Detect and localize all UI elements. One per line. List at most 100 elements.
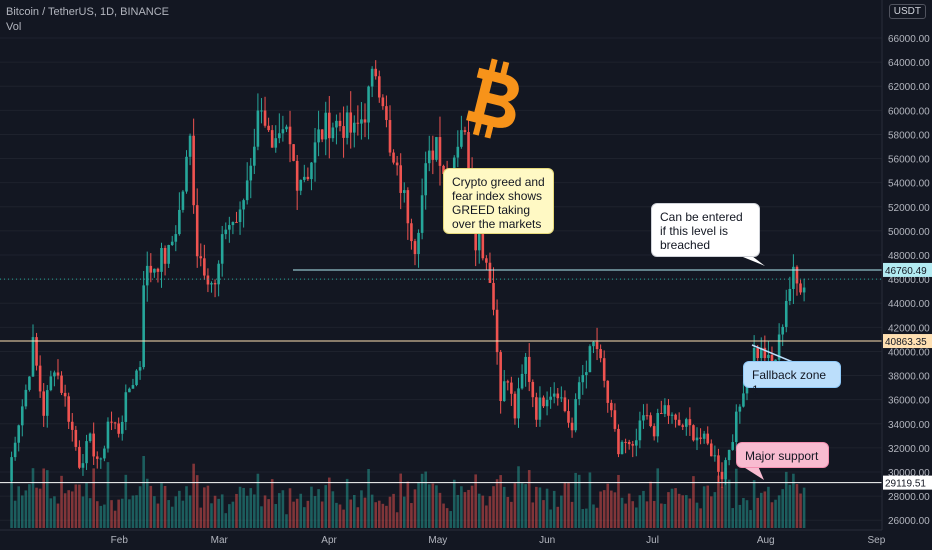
volume-bar	[381, 503, 385, 528]
volume-bar	[210, 503, 213, 528]
candle-body	[481, 231, 485, 259]
candle-body	[681, 425, 685, 427]
volume-bar	[253, 494, 256, 528]
candle	[695, 427, 699, 451]
candle-body	[477, 231, 481, 251]
candle-body	[652, 426, 656, 437]
candle	[567, 399, 570, 428]
candle-body	[727, 449, 731, 461]
candle-body	[513, 393, 517, 419]
candle	[320, 129, 324, 143]
candle	[527, 343, 531, 392]
candle	[145, 251, 149, 302]
volume-bar	[292, 501, 295, 528]
candle-body	[756, 348, 759, 359]
candle	[63, 384, 67, 407]
candle-body	[417, 232, 420, 255]
candle-body	[70, 421, 74, 430]
candle	[492, 267, 495, 316]
volume-bar	[431, 483, 435, 528]
volume-bar	[445, 508, 449, 528]
candle-body	[174, 234, 178, 242]
volume-bar	[763, 491, 767, 528]
candle	[531, 379, 535, 408]
candle	[267, 117, 270, 133]
candle	[784, 289, 788, 333]
candle	[213, 279, 217, 298]
currency-badge[interactable]: USDT	[888, 4, 926, 19]
candle	[88, 432, 92, 443]
volume-bar	[542, 500, 545, 528]
candle-body	[335, 120, 338, 128]
candle-body	[588, 346, 592, 373]
candle	[670, 412, 674, 424]
candle-body	[110, 421, 113, 423]
volume-bar	[402, 496, 406, 528]
volume-bar	[774, 499, 777, 528]
time-tick-label: Mar	[211, 535, 229, 546]
volume-bar	[324, 485, 328, 528]
candle	[135, 369, 138, 387]
time-tick-label: Jul	[646, 535, 659, 546]
candle	[360, 102, 363, 140]
price-tick-label: 66000.00	[888, 34, 930, 45]
volume-bar	[117, 499, 120, 528]
candle	[781, 324, 784, 347]
candle	[395, 155, 399, 176]
volume-bar	[20, 495, 24, 528]
candle-body	[228, 225, 231, 230]
volume-bar	[167, 500, 170, 528]
price-tick-label: 64000.00	[888, 58, 930, 69]
candle	[249, 157, 253, 199]
candle-body	[792, 266, 795, 289]
candle	[763, 335, 767, 362]
candle-body	[392, 152, 395, 163]
candle-body	[278, 133, 281, 139]
volume-bar	[759, 492, 763, 528]
candle	[195, 188, 199, 268]
candle-body	[156, 268, 160, 272]
candle-body	[199, 256, 203, 259]
volume-bar	[85, 482, 88, 528]
volume-bar	[320, 501, 324, 528]
volume-bar	[527, 470, 531, 528]
volume-bar	[67, 490, 70, 528]
volume-bar	[717, 475, 720, 528]
candle-body	[242, 200, 245, 210]
candle-body	[13, 442, 17, 458]
candle	[495, 299, 499, 365]
volume-bar	[31, 468, 35, 528]
volume-bar	[795, 484, 799, 528]
candle-body	[149, 265, 153, 273]
candle-body	[303, 176, 306, 180]
volume-bar	[685, 495, 688, 528]
volume-bar	[581, 509, 585, 528]
candle	[352, 115, 356, 148]
candle	[185, 150, 188, 194]
candle-body	[370, 68, 374, 87]
candle-body	[399, 165, 402, 193]
candle	[313, 127, 317, 182]
candle-body	[274, 138, 278, 148]
candle	[224, 222, 228, 240]
candle	[142, 271, 145, 370]
candle-body	[310, 162, 313, 180]
candle	[60, 371, 63, 396]
candle-body	[613, 410, 617, 429]
volume-bars	[10, 456, 806, 528]
candle-body	[238, 209, 242, 223]
candle	[203, 244, 206, 280]
volume-bar	[174, 496, 178, 528]
volume-bar	[610, 490, 613, 528]
candle	[499, 349, 502, 414]
volume-bar	[56, 503, 60, 528]
volume-bar	[285, 514, 288, 528]
candle-body	[142, 285, 145, 368]
candle	[420, 178, 424, 240]
candle	[199, 243, 203, 267]
candle	[699, 428, 702, 445]
volume-bar	[128, 499, 131, 528]
candle-body	[381, 97, 385, 107]
candle-body	[506, 381, 510, 383]
